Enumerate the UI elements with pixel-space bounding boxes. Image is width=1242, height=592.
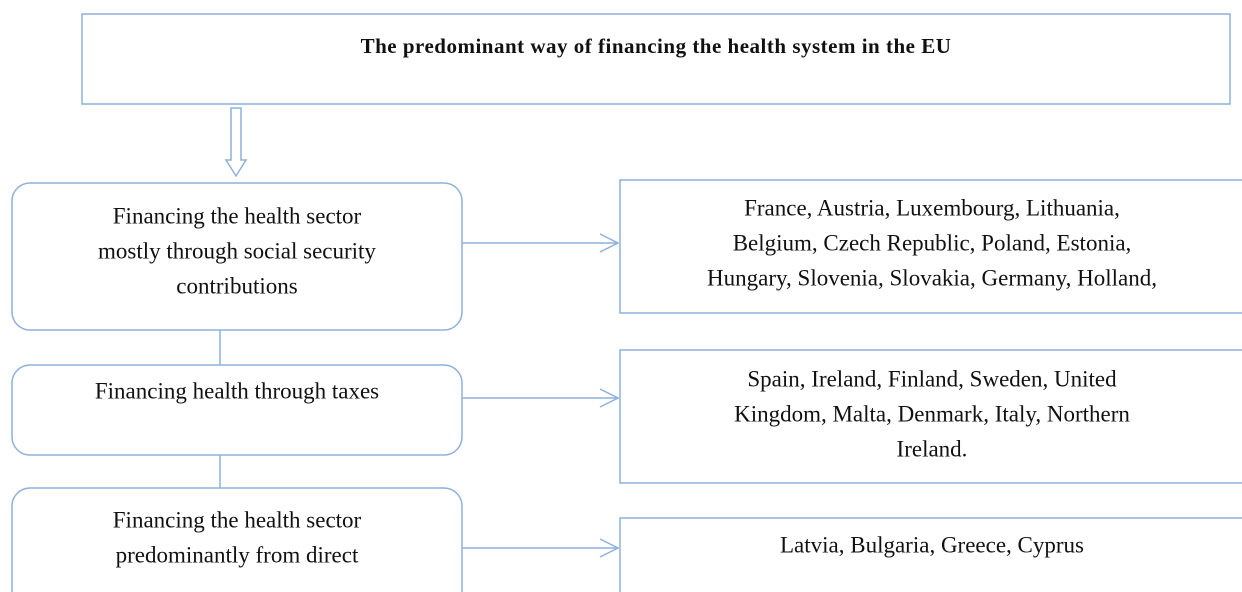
countries-box <box>619 349 1242 484</box>
category-text: Financing the health sector <box>113 507 362 532</box>
arrow <box>462 233 620 253</box>
category-text: Financing health through taxes <box>95 378 379 403</box>
category-text: contributions <box>176 273 297 298</box>
countries-text: Kingdom, Malta, Denmark, Italy, Northern <box>734 401 1130 426</box>
title-box <box>81 13 1231 105</box>
category-box <box>11 364 463 456</box>
category-text: predominantly from direct <box>116 542 359 567</box>
countries-text: Belgium, Czech Republic, Poland, Estonia… <box>733 230 1132 255</box>
countries-box <box>619 179 1242 314</box>
countries-text: Ireland. <box>897 436 968 461</box>
title: The predominant way of financing the hea… <box>361 34 952 58</box>
category-box <box>11 487 463 592</box>
countries-text: Latvia, Bulgaria, Greece, Cyprus <box>780 532 1084 557</box>
category-text: Financing the health sector <box>113 203 362 228</box>
category-box <box>11 182 463 331</box>
arrow <box>462 538 620 558</box>
arrow <box>462 388 620 408</box>
countries-text: France, Austria, Luxembourg, Lithuania, <box>744 195 1120 220</box>
category-text: mostly through social security <box>98 238 376 263</box>
down-arrow <box>224 107 248 178</box>
countries-text: Spain, Ireland, Finland, Sweden, United <box>747 366 1117 391</box>
countries-box <box>619 517 1242 592</box>
countries-text: Hungary, Slovenia, Slovakia, Germany, Ho… <box>707 265 1157 290</box>
